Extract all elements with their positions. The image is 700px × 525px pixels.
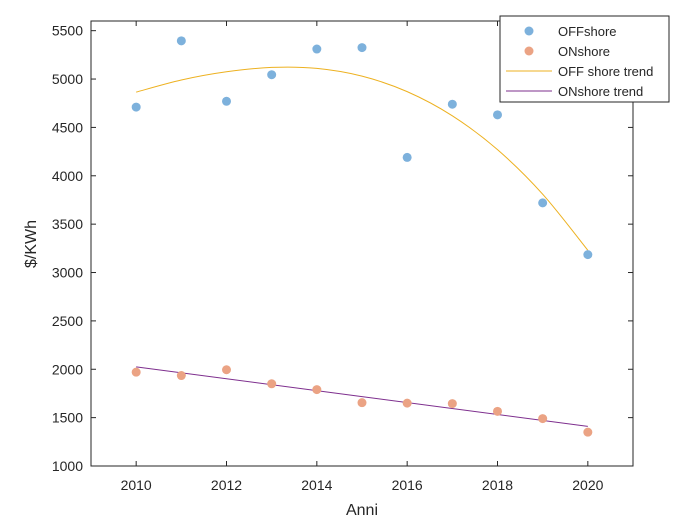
scatter-points-layer <box>131 36 593 437</box>
offshore-point <box>222 96 231 106</box>
off-shore-trend-line <box>136 66 589 251</box>
y-tick-label: 5000 <box>52 71 83 87</box>
offshore-point <box>312 44 322 54</box>
x-axis-label: Anni <box>346 502 378 519</box>
y-tick-label: 2500 <box>52 313 83 329</box>
x-tick-label: 2010 <box>121 477 152 493</box>
onshore-point <box>267 379 277 389</box>
offshore-point <box>447 99 457 109</box>
y-tick-label: 1000 <box>52 458 83 474</box>
onshore-point <box>493 406 502 416</box>
offshore-point <box>402 152 412 162</box>
onshore-point <box>357 398 367 408</box>
offshore-point <box>267 70 277 80</box>
trend-lines-layer <box>136 66 589 427</box>
onshore-point <box>312 385 322 395</box>
y-tick-label: 1500 <box>52 410 83 426</box>
onshore-point <box>131 367 141 377</box>
onshore-point <box>222 365 231 375</box>
y-tick-label: 4500 <box>52 119 83 135</box>
onshore-point <box>583 427 593 437</box>
y-tick-label: 3000 <box>52 265 83 281</box>
offshore-point <box>538 198 548 208</box>
y-tick-label: 2000 <box>52 361 83 377</box>
onshore-trend-line <box>136 366 588 427</box>
legend-items: OFFshore ONshore OFF shore trend ONshore tr… <box>506 24 653 99</box>
x-tick-label: 2020 <box>572 477 603 493</box>
x-tick-label: 2016 <box>392 477 423 493</box>
y-axis-label: $/KWh <box>23 220 40 268</box>
onshore-point <box>538 414 548 424</box>
offshore-point <box>493 110 502 120</box>
offshore-point <box>176 36 186 46</box>
legend-marker-offshore <box>524 26 534 36</box>
y-tick-label: 3500 <box>52 216 83 232</box>
offshore-point <box>583 250 593 260</box>
legend: OFFshore ONshore OFF shore trend ONshore tr… <box>499 15 670 103</box>
legend-marker-onshore <box>524 46 534 56</box>
y-tick-label: 4000 <box>52 168 83 184</box>
legend-label-onshore-trend: ONshore trend <box>558 84 643 99</box>
y-tick-label: 5500 <box>52 23 83 39</box>
y-axis: 1000 1500 2000 2500 3000 3500 4000 4500 5000 5500 <box>52 23 633 474</box>
onshore-point <box>447 399 457 409</box>
plot-area-frame <box>90 20 634 467</box>
offshore-point <box>357 43 367 53</box>
x-axis: 2010 2012 2014 2016 2018 2020 <box>121 21 604 493</box>
x-tick-label: 2014 <box>301 477 332 493</box>
offshore-point <box>131 102 141 112</box>
legend-label-off-shore-trend: OFF shore trend <box>558 64 653 79</box>
onshore-point <box>402 398 412 408</box>
x-tick-label: 2018 <box>482 477 513 493</box>
x-tick-label: 2012 <box>211 477 242 493</box>
legend-label-offshore: OFFshore <box>558 24 617 39</box>
onshore-point <box>176 371 186 381</box>
legend-label-onshore: ONshore <box>558 44 610 59</box>
